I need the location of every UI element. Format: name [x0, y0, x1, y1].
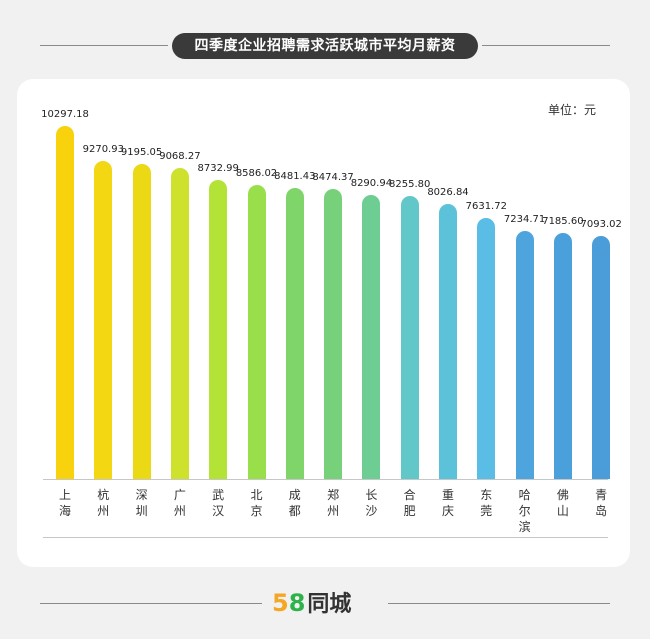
bar-12	[515, 231, 534, 479]
bar-5	[247, 184, 266, 479]
category-label: 广州	[173, 488, 186, 518]
bar-8	[362, 194, 381, 479]
category-label: 东莞	[480, 488, 493, 518]
unit-label: 单位：元	[547, 103, 596, 117]
bar-value-label: 8290.94	[350, 177, 393, 189]
logo-digit-5: 5	[272, 589, 289, 617]
bar-4	[209, 179, 228, 479]
footer-rule-right	[388, 603, 610, 604]
bar-value-label: 9270.93	[82, 144, 124, 156]
category-label: 杭州	[97, 488, 110, 518]
bar-11	[477, 217, 496, 479]
footer-rule-left	[40, 603, 262, 604]
bar-value-label: 8474.37	[312, 171, 354, 183]
title-rule-right	[482, 45, 610, 46]
logo-digit-8: 8	[288, 589, 306, 617]
bar-6	[285, 188, 304, 479]
category-label: 重庆	[441, 488, 454, 518]
bar-value-label: 7093.02	[580, 218, 622, 230]
bar-7	[324, 188, 343, 479]
x-axis-line	[43, 479, 608, 480]
bar-1	[94, 161, 113, 479]
category-label: 郑州	[327, 488, 340, 518]
category-label: 合肥	[403, 488, 416, 518]
bar-3	[170, 168, 189, 479]
bar-14	[592, 235, 611, 479]
bar-value-label: 8732.99	[197, 162, 239, 174]
category-label: 北京	[250, 488, 263, 518]
bar-value-label: 8255.80	[389, 179, 431, 191]
bar-value-label: 9068.27	[159, 151, 201, 163]
category-label: 深圳	[135, 488, 148, 518]
title-rule-left	[40, 45, 168, 46]
bar-value-label: 8481.43	[274, 171, 316, 183]
category-label: 武汉	[212, 488, 225, 518]
bar-13	[553, 232, 572, 479]
bar-value-label: 7234.71	[503, 214, 546, 226]
bar-10	[439, 204, 457, 479]
bar-value-label: 10297.18	[41, 109, 89, 121]
bar-value-label: 8586.02	[235, 167, 278, 179]
bar-value-label: 7631.72	[465, 200, 507, 212]
card-bottom-rule	[43, 537, 608, 538]
bar-value-label: 8026.84	[427, 187, 469, 198]
chart-title: 四季度企业招聘需求活跃城市平均月薪资	[172, 33, 478, 59]
category-label: 青岛	[595, 488, 608, 518]
bar-value-label: 7185.60	[542, 215, 584, 227]
category-label: 长沙	[365, 488, 378, 518]
bar-2	[132, 163, 151, 479]
category-label: 上海	[58, 488, 71, 518]
category-label: 成都	[288, 488, 301, 518]
bar-0	[56, 126, 74, 479]
bar-value-label: 9195.05	[120, 146, 163, 158]
bar-9	[400, 196, 419, 479]
brand-logo: 58同城	[272, 588, 380, 618]
logo-text: 同城	[307, 592, 352, 617]
category-label: 哈尔滨	[518, 488, 531, 534]
category-label: 佛山	[556, 488, 569, 518]
chart-card: 单位：元 10297.18 上海 9270.93 杭州 9195.05 深圳 9068.27…	[17, 79, 630, 567]
